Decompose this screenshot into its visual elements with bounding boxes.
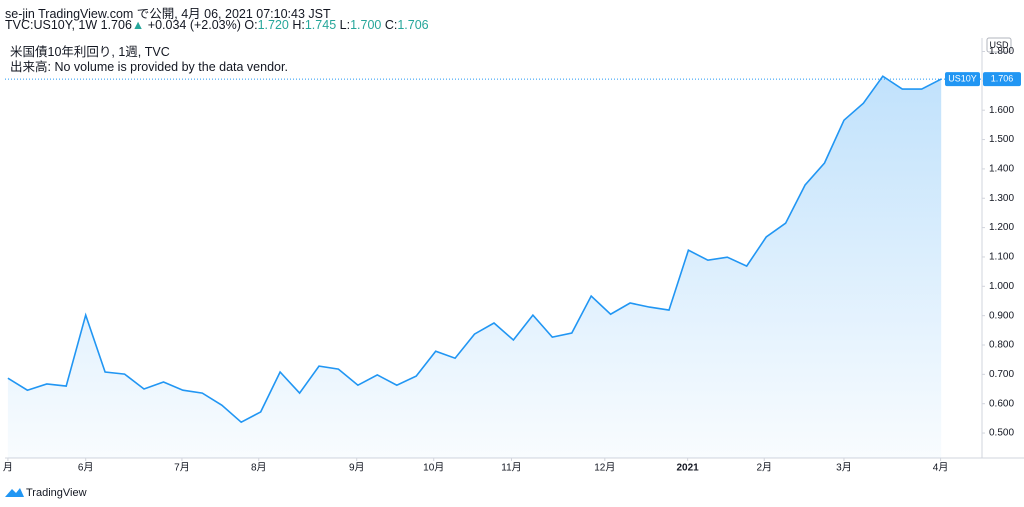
y-tick-label: 1.500 [989, 134, 1014, 145]
open-label: O: [244, 18, 258, 32]
arrow: ▲ [131, 18, 145, 32]
x-tick-label: 7月 [174, 462, 190, 474]
volume-note: 出来高: No volume is provided by the data v… [10, 60, 288, 74]
y-tick-label: 0.500 [989, 428, 1014, 439]
price-tag: 1.706 [991, 73, 1014, 83]
high-label: H: [292, 18, 305, 32]
y-tick-label: 0.700 [989, 369, 1014, 380]
change: +0.034 (+2.03%) [147, 18, 241, 32]
currency: USD [989, 40, 1009, 50]
x-tick-label: 8月 [251, 462, 267, 474]
ohlc-line: TVC:US10Y, 1W 1.706▲ +0.034 (+2.03%) O:1… [5, 18, 429, 32]
x-tick-label: 3月 [836, 462, 852, 474]
x-tick-label: 月 [3, 462, 13, 474]
close: 1.706 [397, 18, 429, 32]
x-tick-label: 9月 [349, 462, 365, 474]
low-label: L: [339, 18, 351, 32]
footer-logo [5, 488, 24, 497]
high: 1.745 [304, 18, 337, 32]
plot [7, 75, 942, 458]
published-line: se-jin TradingView.com で公開, 4月 06, 2021 … [5, 7, 331, 21]
y-tick-label: 1.600 [989, 105, 1014, 116]
low: 1.700 [350, 18, 382, 32]
y-tick-label: 1.400 [989, 164, 1014, 175]
currency-box[interactable] [986, 37, 1012, 53]
price-tag-symbol-bg [945, 72, 980, 87]
footer-logo-text: TradingView [26, 487, 87, 499]
y-tick-label: 1.000 [989, 281, 1014, 292]
price-tag-bg [983, 72, 1021, 87]
y-tick-label: 1.100 [989, 252, 1014, 263]
x-tick-label: 10月 [423, 462, 444, 474]
x-tick-label: 2月 [756, 462, 772, 474]
x-tick-label: 11月 [501, 462, 521, 474]
legend: 米国債10年利回り, 1週, TVC [10, 45, 170, 59]
price-tag-symbol: US10Y [948, 73, 977, 83]
close-label: C: [384, 18, 398, 32]
line [7, 75, 942, 424]
y-tick-label: 0.800 [989, 340, 1014, 351]
y-tick-label: 1.300 [989, 193, 1014, 204]
x-tick-label: 4月 [933, 462, 949, 474]
x-tick-label: 12月 [594, 462, 615, 474]
y-tick-label: 0.900 [989, 310, 1014, 321]
x-tick-label: 2021 [677, 463, 700, 474]
open: 1.720 [257, 18, 289, 32]
x-tick-label: 6月 [78, 462, 94, 474]
symbol: TVC:US10Y, 1W 1.706 [5, 18, 132, 32]
area [7, 76, 942, 458]
y-tick-label: 0.600 [989, 398, 1014, 409]
y-tick-label: 1.800 [989, 46, 1014, 57]
y-tick-label: 1.200 [989, 222, 1014, 233]
